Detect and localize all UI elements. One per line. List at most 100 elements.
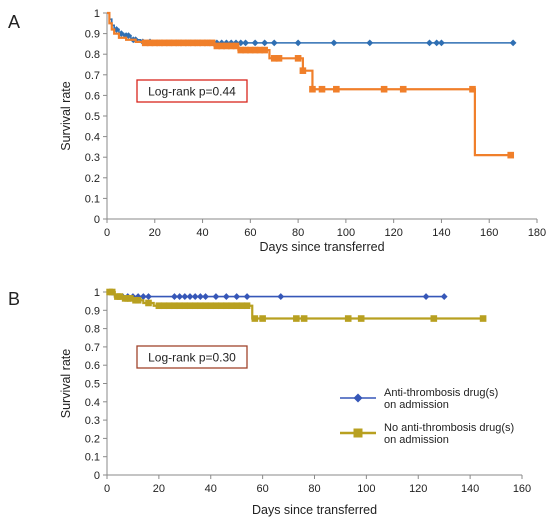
series-1 bbox=[107, 291, 448, 300]
censor-marker bbox=[156, 39, 163, 47]
panel-a: A 0 0.1 0.2 0.3 0.4 0.5 0.6 0.7 0.8 0.9 1 0 20 40 60 80 1… bbox=[8, 8, 546, 254]
censor-marker bbox=[333, 85, 340, 93]
legend-label: No anti-thrombosis drug(s) bbox=[384, 422, 514, 434]
x-tick-label: 20 bbox=[153, 483, 165, 495]
y-tick-label: 0.6 bbox=[85, 90, 100, 102]
censor-marker bbox=[145, 299, 152, 307]
censor-marker bbox=[197, 302, 204, 310]
censor-marker bbox=[217, 302, 225, 310]
censor-marker bbox=[247, 46, 254, 54]
y-tick-label: 0.6 bbox=[85, 360, 100, 372]
y-tick-label: 1 bbox=[94, 8, 100, 20]
panel-b: B 0 0.1 0.2 0.3 0.4 0.5 0.6 0.7 0.8 0.9 1 0 20 40 60 80 1… bbox=[8, 287, 531, 517]
censor-marker bbox=[165, 39, 173, 47]
censor-marker bbox=[433, 39, 441, 47]
y-axis-title: Survival rate bbox=[59, 81, 73, 151]
censor-marker bbox=[191, 293, 199, 300]
y-tick-label: 0.2 bbox=[85, 433, 100, 445]
y-tick-label: 0.1 bbox=[85, 193, 100, 205]
censor-marker bbox=[160, 302, 168, 310]
censor-marker bbox=[146, 39, 154, 47]
legend-label: on admission bbox=[384, 399, 449, 411]
x-tick-label: 140 bbox=[432, 227, 450, 239]
censor-marker bbox=[199, 39, 206, 47]
legend-label: on admission bbox=[384, 434, 449, 446]
censor-marker bbox=[181, 293, 189, 300]
censor-marker bbox=[222, 293, 230, 300]
legend-diamond-marker bbox=[353, 393, 363, 403]
y-tick-label: 0.3 bbox=[85, 152, 100, 164]
censor-marker bbox=[165, 302, 173, 310]
y-axis-title: Survival rate bbox=[59, 349, 73, 419]
censor-marker bbox=[294, 55, 302, 62]
censor-marker bbox=[277, 293, 285, 300]
censor-marker bbox=[139, 293, 147, 300]
y-tick-label: 0 bbox=[94, 470, 100, 482]
censor-marker bbox=[294, 39, 302, 47]
censor-marker bbox=[171, 293, 178, 300]
y-tick-label: 0.1 bbox=[85, 452, 100, 464]
censor-marker bbox=[227, 42, 235, 50]
log-rank-text: Log-rank p=0.30 bbox=[148, 351, 236, 365]
censor-marker bbox=[213, 42, 221, 50]
censor-marker bbox=[208, 39, 216, 47]
censor-marker bbox=[251, 315, 259, 322]
y-tick-label: 0.4 bbox=[85, 132, 100, 144]
x-tick-label: 120 bbox=[409, 483, 427, 495]
censor-marker bbox=[238, 302, 246, 310]
x-tick-label: 60 bbox=[257, 483, 269, 495]
censor-marker bbox=[212, 302, 220, 310]
censor-marker bbox=[251, 39, 259, 47]
x-tick-label: 160 bbox=[513, 483, 531, 495]
censor-marker bbox=[261, 39, 269, 47]
x-tick-label: 180 bbox=[528, 227, 546, 239]
panel-letter: A bbox=[8, 12, 20, 32]
censor-marker bbox=[176, 293, 184, 300]
y-tick-label: 0.7 bbox=[85, 70, 100, 82]
censor-marker bbox=[259, 315, 266, 322]
x-axis-title: Days since transferred bbox=[252, 503, 377, 517]
censor-marker bbox=[242, 39, 249, 47]
censor-marker bbox=[479, 315, 487, 322]
y-tick-label: 0.3 bbox=[85, 415, 100, 427]
censor-marker bbox=[202, 302, 209, 310]
censor-marker bbox=[204, 39, 211, 47]
legend-square-marker bbox=[353, 428, 363, 438]
censor-marker bbox=[357, 315, 365, 322]
censor-marker bbox=[233, 293, 241, 300]
y-tick-label: 0.5 bbox=[85, 379, 100, 391]
censor-marker bbox=[116, 293, 124, 300]
censor-marker bbox=[145, 293, 152, 300]
censor-marker bbox=[175, 39, 182, 47]
censor-marker bbox=[469, 85, 476, 93]
censor-marker bbox=[171, 302, 178, 310]
censor-marker bbox=[438, 39, 445, 47]
censor-marker bbox=[237, 46, 245, 54]
y-tick-label: 0.4 bbox=[85, 397, 100, 409]
censor-marker bbox=[440, 293, 448, 300]
censor-marker bbox=[181, 302, 189, 310]
censor-marker bbox=[430, 315, 438, 322]
censor-marker bbox=[180, 39, 187, 47]
censor-marker bbox=[151, 39, 159, 47]
censor-marker bbox=[108, 288, 116, 296]
series-2 bbox=[107, 11, 515, 159]
censor-marker bbox=[243, 302, 251, 310]
censor-marker bbox=[293, 315, 300, 322]
log-rank-box bbox=[136, 345, 248, 369]
x-tick-label: 140 bbox=[461, 483, 479, 495]
censor-marker bbox=[270, 55, 278, 62]
censor-marker bbox=[366, 39, 374, 47]
censor-marker bbox=[176, 302, 183, 310]
censor-marker bbox=[218, 42, 225, 50]
censor-marker bbox=[186, 302, 194, 310]
x-tick-label: 160 bbox=[480, 227, 498, 239]
censor-marker bbox=[426, 39, 433, 47]
censor-marker bbox=[196, 293, 204, 300]
censor-marker bbox=[399, 85, 407, 93]
x-tick-label: 20 bbox=[149, 227, 161, 239]
x-tick-label: 80 bbox=[308, 483, 320, 495]
censor-marker bbox=[228, 302, 235, 310]
censor-marker bbox=[117, 30, 125, 37]
